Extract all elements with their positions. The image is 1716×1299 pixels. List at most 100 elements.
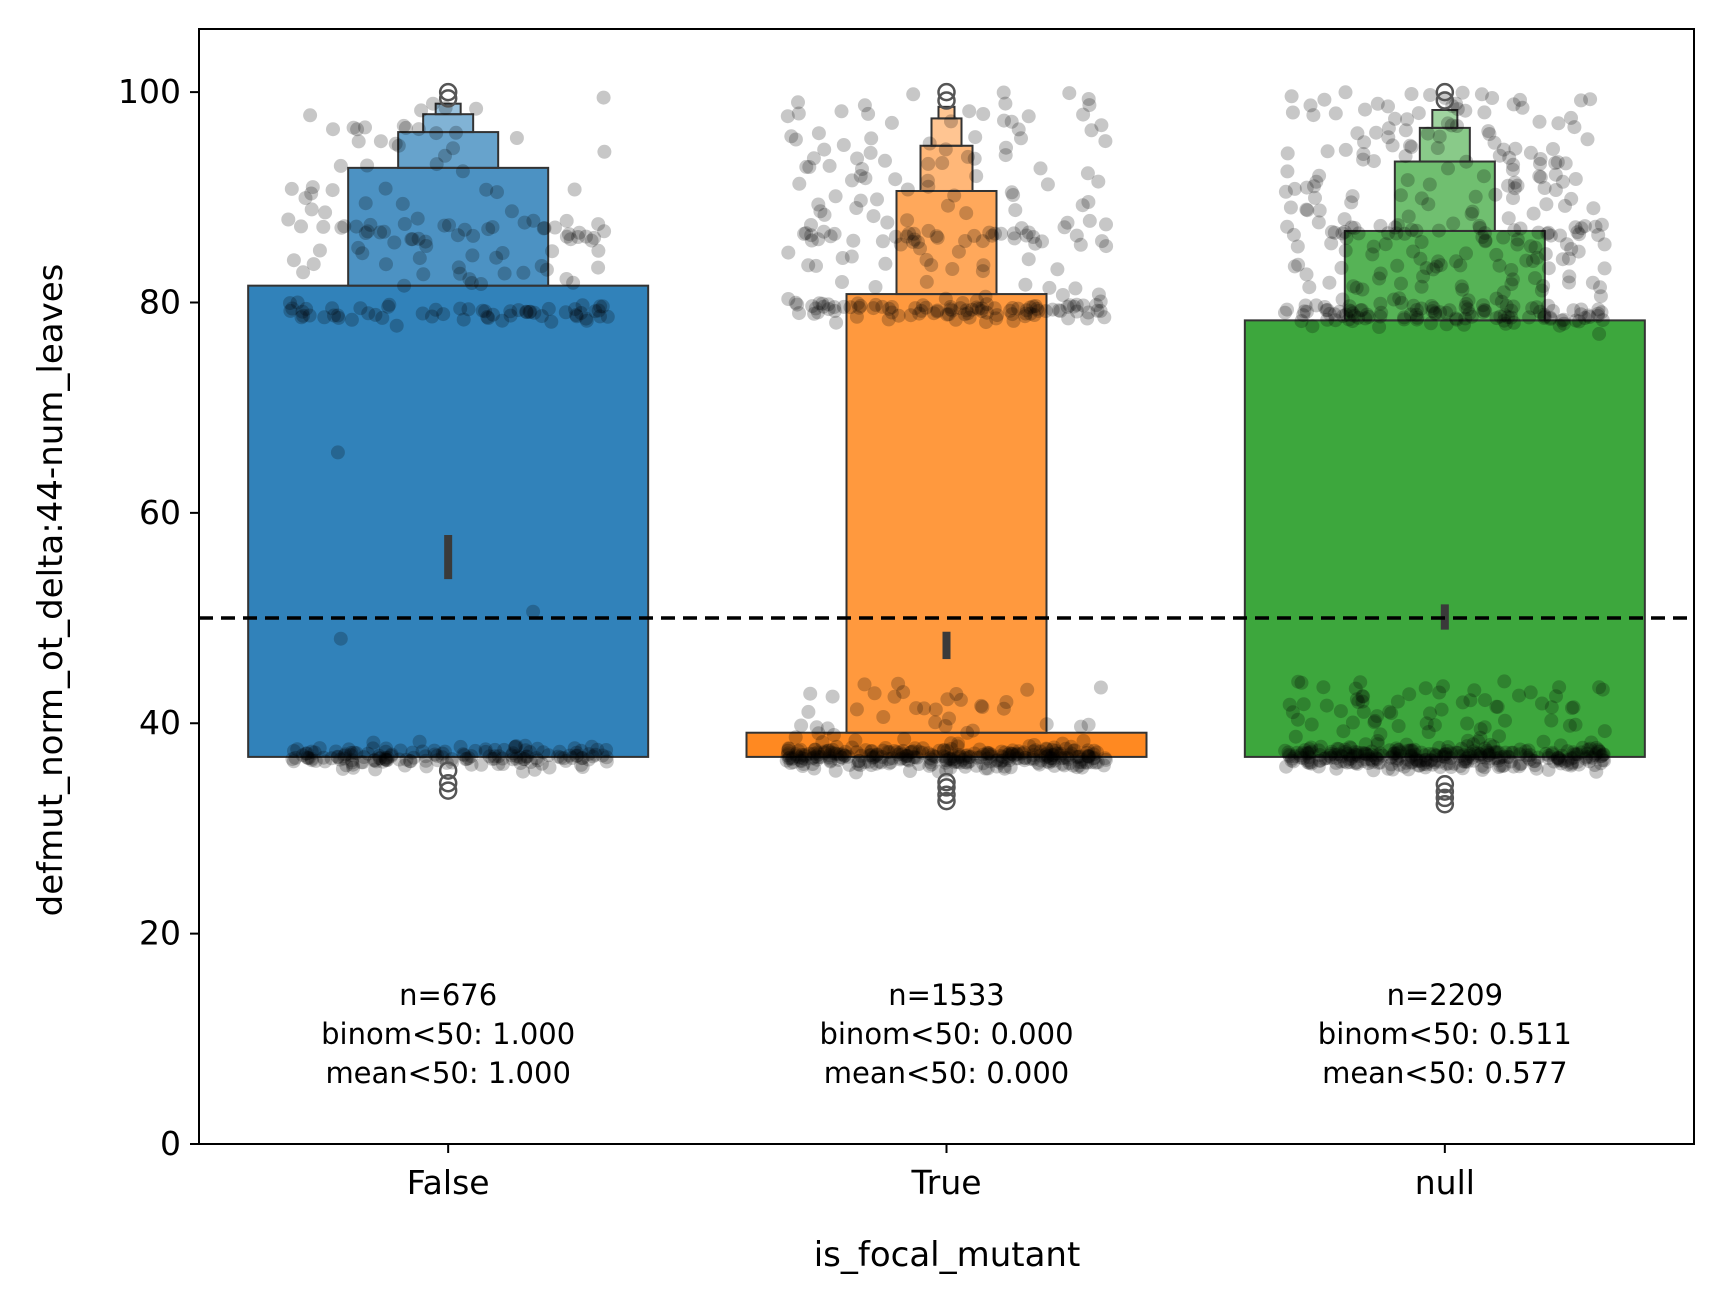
strip-point-True [924, 258, 939, 273]
strip-point-True [844, 249, 859, 264]
strip-point-True [1084, 755, 1099, 770]
strip-point-null [1280, 164, 1295, 179]
strip-point-null [1388, 220, 1403, 235]
strip-point-False [442, 218, 456, 233]
strip-point-null [1390, 743, 1405, 758]
strip-point-True [864, 748, 879, 762]
strip-point-null [1425, 757, 1440, 772]
strip-point-null [1322, 748, 1337, 763]
strip-point-null [1491, 751, 1506, 766]
strip-point-null [1316, 680, 1331, 695]
strip-point-null [1366, 154, 1381, 169]
strip-point-null [1300, 755, 1315, 770]
strip-point-True [979, 315, 993, 330]
strip-point-True [1028, 743, 1043, 758]
strip-point-null [1374, 305, 1389, 320]
strip-point-null [1423, 88, 1438, 102]
strip-point-False [312, 741, 327, 756]
strip-point-null [1582, 310, 1597, 324]
boxen-box-null-1 [1343, 229, 1546, 322]
strip-point-False [456, 312, 471, 327]
strip-point-null [1358, 747, 1373, 761]
strip-point-True [779, 753, 794, 768]
strip-point-False [300, 750, 315, 765]
strip-point-null [1287, 259, 1302, 274]
strip-point-False [584, 233, 599, 248]
strip-point-False [588, 747, 603, 762]
strip-point-True [893, 745, 908, 760]
strip-point-null [1533, 156, 1547, 171]
strip-point-null [1507, 181, 1522, 196]
strip-point-null [1449, 311, 1463, 326]
strip-point-null [1279, 759, 1294, 774]
strip-point-True [838, 744, 853, 759]
strip-point-True [864, 131, 879, 146]
strip-point-null [1437, 747, 1452, 762]
strip-point-True [940, 743, 955, 758]
annotation-True-1: binom<50: 0.000 [819, 1017, 1073, 1051]
strip-point-False [325, 183, 340, 198]
strip-point-null [1551, 750, 1565, 765]
strip-point-True [1062, 748, 1077, 763]
strip-point-True [947, 188, 962, 203]
strip-point-True [855, 162, 869, 176]
strip-point-null [1390, 746, 1404, 761]
strip-point-null [1282, 697, 1297, 712]
strip-point-null [1521, 750, 1536, 765]
strip-point-True [919, 300, 933, 315]
strip-point-False [513, 750, 528, 765]
strip-point-True [919, 252, 934, 267]
strip-point-True [1043, 753, 1058, 768]
strip-point-True [1038, 304, 1053, 319]
strip-point-null [1497, 758, 1512, 773]
strip-point-null [1423, 706, 1437, 721]
strip-point-True [1094, 118, 1109, 133]
strip-point-null [1453, 258, 1468, 273]
strip-point-True [1091, 287, 1106, 302]
strip-point-null [1478, 234, 1493, 249]
strip-point-True [967, 151, 982, 166]
strip-point-null [1497, 313, 1512, 328]
strip-point-null [1398, 149, 1413, 164]
strip-point-False [478, 304, 493, 319]
strip-point-False [304, 744, 319, 759]
strip-point-null [1421, 197, 1436, 212]
strip-point-True [897, 732, 912, 746]
strip-point-null [1359, 747, 1374, 762]
strip-point-True [896, 743, 911, 758]
strip-point-null [1513, 742, 1528, 757]
strip-point-null [1556, 316, 1571, 331]
strip-point-True [996, 753, 1010, 768]
strip-point-True [834, 104, 849, 119]
strip-point-True [943, 761, 958, 776]
strip-point-null [1555, 748, 1569, 763]
strip-point-True [884, 300, 899, 314]
strip-point-True [1010, 746, 1025, 761]
strip-point-True [822, 748, 837, 763]
strip-point-True [791, 743, 806, 758]
strip-point-null [1439, 756, 1454, 771]
strip-point-null [1552, 753, 1566, 768]
strip-point-True [938, 142, 953, 157]
strip-point-null [1393, 188, 1408, 203]
strip-point-null [1477, 303, 1492, 317]
strip-point-null [1404, 223, 1419, 237]
strip-point-null [1595, 753, 1610, 768]
strip-point-False [300, 746, 315, 761]
strip-point-False [307, 745, 322, 760]
strip-point-True [817, 207, 832, 222]
strip-point-False [333, 752, 348, 767]
strip-point-null [1560, 757, 1575, 772]
strip-point-False [378, 752, 393, 767]
strip-point-null [1473, 747, 1488, 762]
strip-point-True [1076, 733, 1091, 748]
strip-point-True [907, 232, 922, 247]
strip-point-False [300, 751, 315, 766]
strip-point-True [868, 280, 883, 294]
strip-point-True [1081, 749, 1096, 764]
strip-point-null [1593, 289, 1608, 304]
strip-point-True [862, 754, 877, 769]
strip-point-True [786, 755, 801, 770]
strip-point-null [1501, 211, 1516, 226]
strip-point-False [338, 747, 353, 762]
